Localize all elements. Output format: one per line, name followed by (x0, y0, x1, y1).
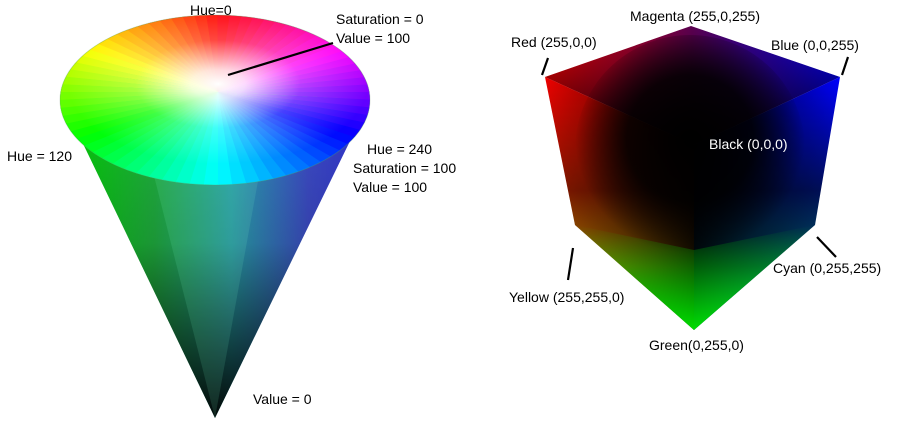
cube-green-bottom (575, 225, 815, 330)
label-blue-saturation: Saturation = 100 (353, 160, 457, 176)
red-pointer-line (540, 57, 550, 76)
label-magenta: Magenta (255,0,255) (630, 8, 760, 24)
label-red: Red (255,0,0) (511, 34, 597, 50)
cone-body-shade (62, 100, 370, 418)
label-blue-value: Value = 100 (353, 179, 428, 195)
label-blue-hue: Hue = 240 (367, 141, 432, 157)
label-hue-120: Hue = 120 (7, 148, 72, 164)
label-yellow: Yellow (255,255,0) (509, 289, 625, 305)
label-center-value: Value = 100 (336, 30, 411, 46)
hue-disk-rim (59, 14, 371, 186)
yellow-pointer-line (566, 247, 575, 281)
label-green: Green(0,255,0) (649, 337, 744, 353)
cyan-pointer-line (816, 236, 837, 258)
blue-pointer-line (840, 56, 850, 76)
hsv-cone (59, 14, 371, 418)
label-hue-0: Hue=0 (190, 2, 232, 18)
cone-highlight (150, 160, 260, 418)
hue-disk (60, 15, 370, 185)
label-center-saturation: Saturation = 0 (336, 11, 424, 27)
label-cyan: Cyan (0,255,255) (773, 260, 882, 276)
saturation-pointer-line (227, 41, 334, 77)
label-black: Black (0,0,0) (709, 136, 788, 152)
label-apex-value: Value = 0 (253, 391, 312, 407)
rgb-cube (540, 26, 850, 330)
label-blue: Blue (0,0,255) (771, 37, 859, 53)
cube-black-center (575, 35, 805, 265)
